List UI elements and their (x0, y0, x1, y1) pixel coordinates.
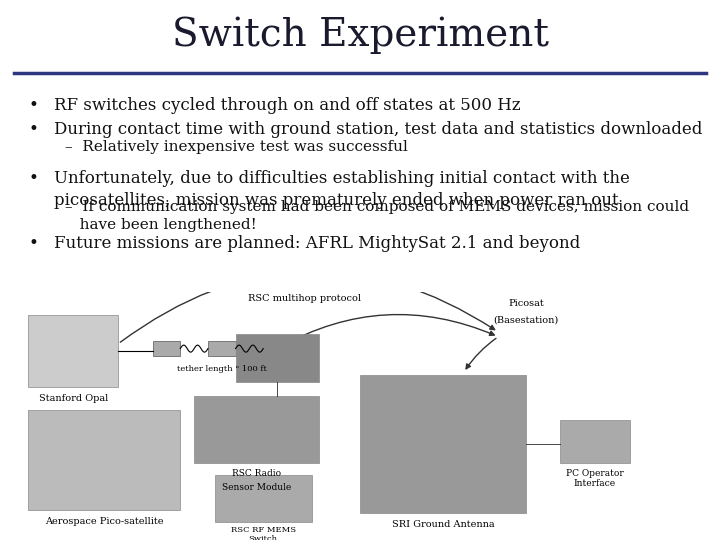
Text: RSC Radio: RSC Radio (232, 469, 281, 477)
Text: Stanford Opal: Stanford Opal (39, 394, 108, 403)
FancyBboxPatch shape (28, 410, 180, 510)
FancyBboxPatch shape (215, 475, 312, 522)
FancyBboxPatch shape (235, 334, 318, 382)
FancyBboxPatch shape (560, 420, 629, 463)
Text: •: • (29, 235, 39, 252)
FancyBboxPatch shape (28, 315, 118, 387)
Text: •: • (29, 170, 39, 187)
Text: RSC multihop protocol: RSC multihop protocol (248, 294, 361, 303)
FancyBboxPatch shape (264, 341, 291, 356)
Text: –  Relatively inexpensive test was successful: – Relatively inexpensive test was succes… (65, 140, 408, 154)
Text: tether length " 100 ft: tether length " 100 ft (177, 365, 266, 373)
Text: RF switches cycled through on and off states at 500 Hz: RF switches cycled through on and off st… (54, 97, 521, 114)
Text: Switch Experiment: Switch Experiment (171, 16, 549, 54)
Text: PC Operator
Interface: PC Operator Interface (566, 469, 624, 488)
Text: •: • (29, 97, 39, 114)
FancyArrowPatch shape (279, 314, 494, 347)
Text: –  If communication system had been composed of MEMS devices, mission could
   h: – If communication system had been compo… (65, 200, 689, 232)
Text: •: • (29, 122, 39, 138)
Text: During contact time with ground station, test data and statistics downloaded: During contact time with ground station,… (54, 122, 703, 138)
Text: Future missions are planned: AFRL MightySat 2.1 and beyond: Future missions are planned: AFRL Mighty… (54, 235, 580, 252)
Text: Picosat: Picosat (508, 299, 544, 308)
FancyBboxPatch shape (153, 341, 180, 356)
Text: Aerospace Pico-satellite: Aerospace Pico-satellite (45, 517, 163, 526)
FancyBboxPatch shape (194, 396, 318, 463)
Text: Sensor Module: Sensor Module (222, 483, 291, 492)
FancyBboxPatch shape (360, 375, 526, 512)
FancyArrowPatch shape (466, 339, 496, 369)
Text: Unfortunately, due to difficulties establishing initial contact with the
picosat: Unfortunately, due to difficulties estab… (54, 170, 630, 210)
FancyBboxPatch shape (208, 341, 235, 356)
Text: (Basestation): (Basestation) (493, 315, 559, 325)
Text: SRI Ground Antenna: SRI Ground Antenna (392, 519, 494, 529)
FancyArrowPatch shape (120, 271, 495, 342)
Text: RSC RF MEMS
Switch: RSC RF MEMS Switch (230, 525, 296, 540)
